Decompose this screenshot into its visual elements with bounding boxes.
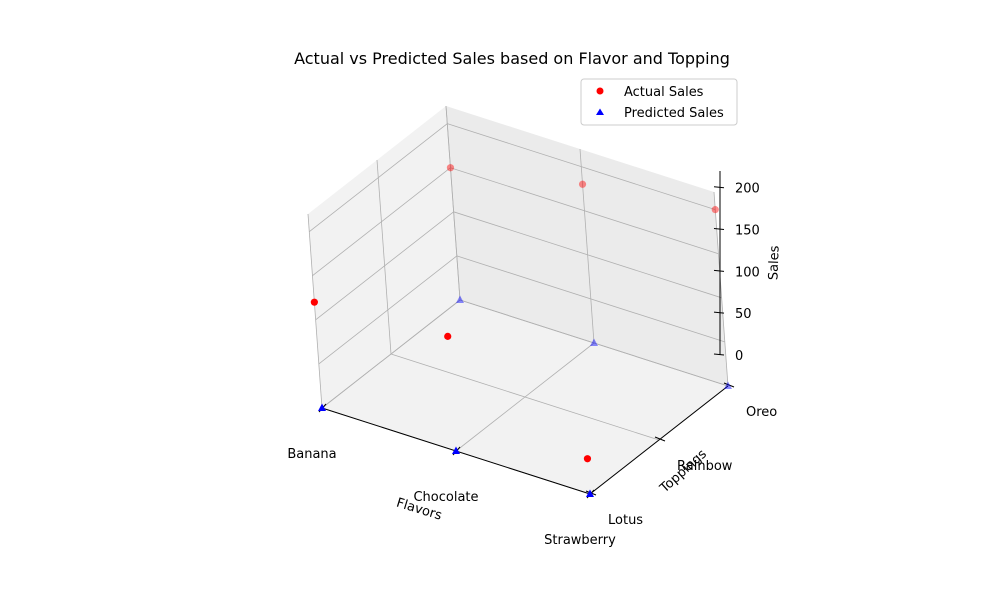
data-points: [310, 164, 732, 497]
z-tick: [713, 311, 725, 314]
z-tick-label: 150: [735, 224, 760, 239]
gridline-left-z: [312, 167, 451, 277]
z-tick-label: 100: [735, 265, 760, 280]
x-tick-label: Banana: [287, 447, 336, 462]
z-tick-label: 0: [735, 349, 743, 364]
legend-marker-actual: [596, 87, 604, 95]
gridline-back-z: [447, 123, 716, 211]
gridline-left-y: [445, 105, 461, 301]
x-tick-label: Chocolate: [413, 490, 478, 505]
gridline-left-y: [376, 159, 392, 355]
z-tick: [713, 228, 725, 231]
chart-title: Actual vs Predicted Sales based on Flavo…: [294, 49, 730, 68]
z-axis-label: Sales: [766, 245, 782, 280]
gridline-back-z: [450, 167, 719, 255]
gridline-back-x: [579, 148, 595, 344]
predicted-sales-point: [724, 381, 732, 389]
legend: Actual Sales Predicted Sales: [580, 78, 738, 126]
actual-sales-point: [446, 164, 455, 172]
y-tick-label: Lotus: [608, 513, 643, 528]
actual-sales-point: [444, 332, 452, 340]
gridline-left-z: [309, 123, 448, 232]
actual-sales-point: [310, 298, 318, 306]
gridline-left-z: [321, 299, 461, 409]
x-tick-label: Strawberry: [544, 533, 616, 548]
y-axis-line: [589, 385, 729, 495]
z-tick: [713, 269, 725, 272]
gridline-back-z: [456, 255, 725, 343]
y-tick: [723, 382, 735, 388]
z-tick: [713, 186, 725, 189]
gridline-back-z: [459, 299, 729, 387]
z-tick-label: 50: [735, 307, 752, 322]
gridline-floor-y: [390, 353, 660, 441]
gridline-back-z: [453, 211, 722, 299]
predicted-sales-point: [586, 489, 594, 497]
gridline-back-x: [713, 191, 729, 387]
actual-sales-point: [711, 206, 719, 214]
actual-sales-point: [583, 455, 592, 463]
y-tick: [654, 436, 666, 442]
actual-sales-point: [578, 180, 587, 188]
gridline-left-z: [315, 211, 454, 321]
z-tick-label: 200: [735, 182, 760, 197]
y-tick-label: Rainbow: [677, 459, 733, 474]
legend-label-actual: Actual Sales: [624, 85, 704, 100]
predicted-sales-point: [318, 403, 326, 411]
legend-box: [580, 78, 738, 126]
predicted-sales-point: [590, 338, 598, 346]
predicted-sales-point: [452, 446, 460, 454]
gridline-left-z: [318, 255, 458, 365]
predicted-sales-point: [456, 295, 464, 303]
legend-marker-predicted: [596, 108, 604, 115]
z-tick: [713, 353, 725, 356]
legend-label-predicted: Predicted Sales: [624, 106, 724, 121]
y-tick-label: Oreo: [746, 405, 777, 420]
gridline-left-y: [307, 213, 323, 409]
